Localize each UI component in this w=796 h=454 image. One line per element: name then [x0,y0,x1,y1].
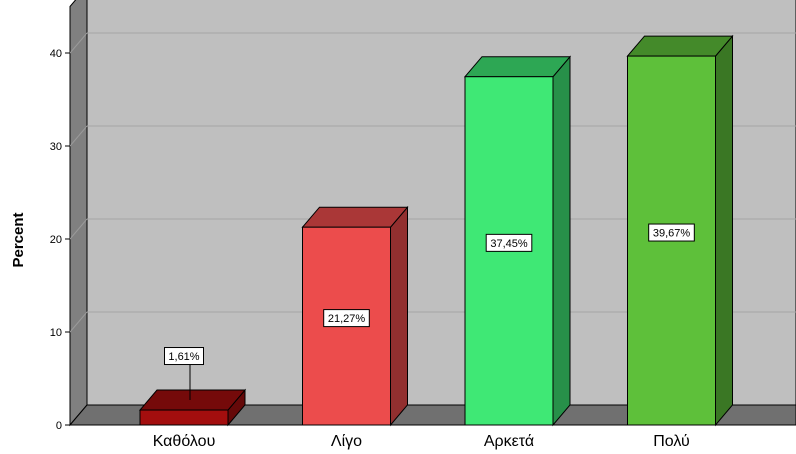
data-label-3: 37,45% [485,233,533,252]
bar-side-face [390,205,408,427]
gridline-side [69,125,88,147]
y-tick-label: 40 [50,48,62,60]
category-label: Λίγο [331,433,362,450]
bar-top-face [463,56,572,78]
data-label-box [485,233,533,252]
data-label-4: 39,67% [648,223,695,242]
data-label-text: 39,67% [653,228,691,240]
side-wall [69,0,88,427]
data-label-box [164,347,204,366]
floor-plane [68,404,796,426]
bar-4 [626,34,734,427]
bar-side-face [715,34,733,427]
category-label: Πολύ [653,433,690,450]
y-axis-ticks: 0 10 20 30 40 [50,48,70,432]
category-labels: Καθόλου Λίγο Αρκετά Πολύ [153,433,690,450]
y-tick-label: 30 [50,141,62,153]
bar-top-face [626,35,734,57]
y-tick-label: 10 [50,327,62,339]
y-tick-label: 0 [56,420,62,432]
bar-1 [138,388,247,427]
data-label-text: 21,27% [328,313,366,325]
data-label-2: 21,27% [323,309,370,328]
y-axis-title: Percent [10,212,27,267]
data-label-1: 1,61% [164,347,204,401]
bar-top-face [138,389,247,411]
category-label: Καθόλου [153,433,216,450]
category-label: Αρκετά [484,433,534,450]
bar-side-face [552,55,571,427]
bars [138,34,734,427]
gridline-side [69,218,88,240]
data-label-box [648,223,695,242]
bar-top-face [301,206,409,228]
bar-front-face [139,409,229,426]
bar-2 [301,205,409,427]
gridline-side [69,311,88,333]
data-label-text: 1,61% [168,351,199,363]
gridline-side [69,32,88,54]
chart-floor [68,404,796,426]
data-label-box [323,309,370,328]
data-label-text: 37,45% [490,238,528,250]
data-labels: 1,61% 21,27% 37,45% 39,67% [164,223,695,401]
y-tick-label: 20 [50,234,62,246]
